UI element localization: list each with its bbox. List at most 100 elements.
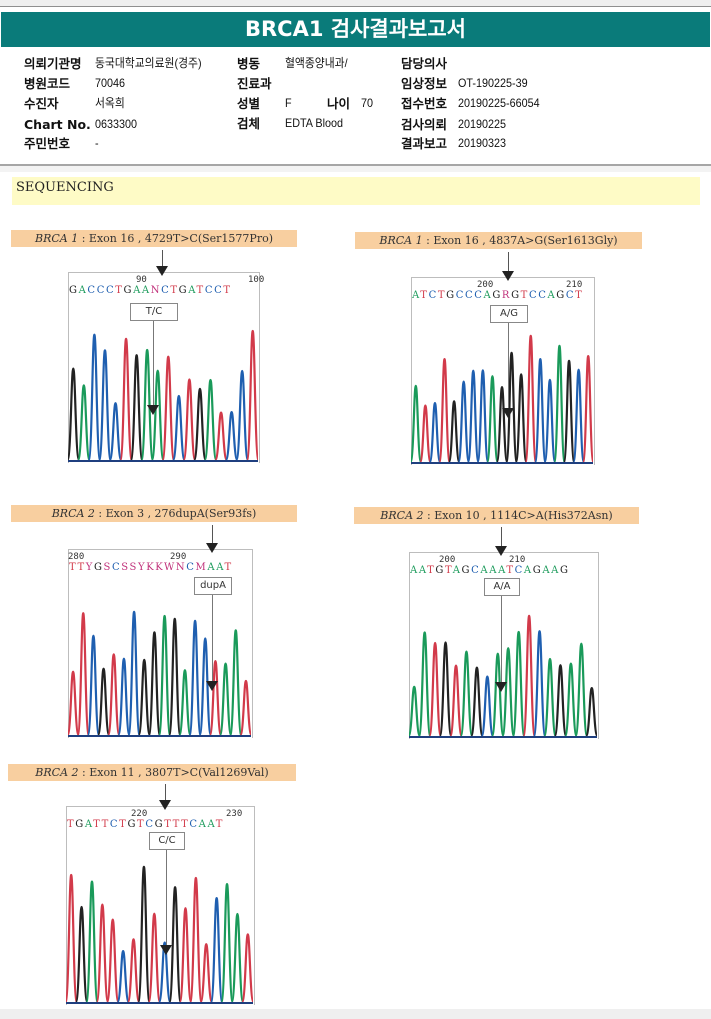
base-letter: A (480, 565, 490, 576)
base-letter: T (137, 819, 146, 830)
pointer-arrow-icon (495, 546, 507, 556)
trace-peak (126, 938, 141, 1004)
trace-peak (150, 369, 165, 462)
base-letter: G (75, 819, 85, 830)
trace-peak (449, 664, 463, 738)
base-letter: A (483, 290, 493, 301)
base-letter: C (471, 565, 481, 576)
trace-peak (532, 630, 547, 738)
trace-peak (66, 873, 78, 1004)
trace-peak (495, 385, 509, 464)
trace-peak (553, 664, 568, 738)
label-institution: 의뢰기관명 (24, 56, 82, 71)
base-letter: A (551, 565, 560, 576)
base-letter: S (103, 562, 112, 573)
base-letter: C (565, 290, 576, 301)
base-letter: C (145, 819, 155, 830)
base-letter: A (188, 285, 197, 296)
base-letter: T (506, 565, 515, 576)
trace-peak (480, 675, 495, 738)
position-number: 230 (226, 809, 243, 819)
genotype-call-box: dupA (194, 577, 232, 595)
base-letter: T (444, 565, 453, 576)
gene-name: BRCA 2 (380, 509, 424, 522)
variant-description: : Exon 11 , 3807T>C(Val1269Val) (78, 766, 269, 779)
trace-peak (87, 333, 102, 462)
position-number: 290 (170, 552, 187, 562)
trace-peak (198, 637, 212, 737)
base-letter: C (96, 285, 106, 296)
value-specimen: EDTA Blood (285, 116, 344, 130)
trace-peak (188, 619, 202, 737)
base-letter: T (223, 285, 232, 296)
base-letter: C (455, 290, 465, 301)
trace-peak (220, 882, 234, 1004)
base-letter: A (452, 565, 462, 576)
position-number: 200 (439, 555, 456, 565)
call-pointer-line (508, 323, 509, 408)
base-letter: C (428, 290, 438, 301)
pointer-line (501, 527, 502, 548)
base-letter: A (78, 285, 88, 296)
trace-peak (168, 617, 182, 737)
base-letter: A (216, 562, 225, 573)
trace-peak (214, 411, 228, 462)
base-letter: C (464, 290, 475, 301)
base-letter: G (127, 819, 138, 830)
trace-peak (199, 943, 214, 1004)
base-letter: A (547, 290, 557, 301)
base-letter: T (196, 285, 205, 296)
trace-peak (157, 614, 172, 737)
label-report-date: 결과보고 (401, 136, 448, 151)
base-calls: ATCTGCCCAGRGTCCAGCT (412, 290, 592, 301)
base-letter: M (195, 562, 208, 573)
base-letter: G (435, 565, 445, 576)
base-letter: A (412, 290, 421, 301)
trace-peak (178, 907, 193, 1004)
base-letter: A (498, 565, 507, 576)
base-letter: C (204, 285, 215, 296)
trace-peak (574, 642, 589, 738)
base-letter: N (150, 285, 162, 296)
base-calls: TGATTCTGTCGTTTCAAT (67, 819, 252, 830)
value-age: 70 (361, 96, 374, 110)
base-letter: G (532, 565, 543, 576)
base-letter: G (559, 565, 570, 576)
base-letter: C (112, 562, 122, 573)
base-letter: A (418, 565, 428, 576)
position-number: 90 (136, 275, 147, 285)
trace-peak (116, 950, 130, 1004)
trace-peak (129, 354, 144, 462)
trace-peak (178, 669, 192, 737)
value-institution: 동국대학교의료원(경주) (95, 56, 202, 70)
trace-peak (157, 941, 172, 1004)
base-letter: A (207, 562, 217, 573)
base-letter: T (437, 290, 447, 301)
value-patient-name: 서옥희 (95, 96, 125, 110)
trace-peak (584, 686, 597, 738)
pointer-line (508, 252, 509, 273)
pointer-line (162, 250, 163, 268)
base-letter: A (489, 565, 499, 576)
trace-peak (74, 905, 89, 1004)
trace-peak (428, 401, 442, 464)
value-chart-no: 0633300 (95, 117, 138, 131)
position-number: 100 (248, 275, 265, 285)
label-sex: 성별 (237, 96, 261, 111)
value-hospital-code: 70046 (95, 76, 126, 90)
base-letter: T (164, 819, 173, 830)
position-number: 220 (131, 809, 148, 819)
trace-peak (76, 384, 91, 462)
variant-label: BRCA 1 : Exon 16 , 4729T>C(Ser1577Pro) (11, 230, 297, 247)
trace-peak (108, 402, 123, 462)
chromatogram-trace (68, 329, 258, 462)
position-number: 210 (509, 555, 526, 565)
base-letter: T (520, 290, 529, 301)
trace-peak (572, 368, 585, 464)
value-request-date: 20190225 (458, 117, 507, 131)
base-letter: A (133, 285, 142, 296)
patient-info-middle: 병동 혈액종양내과/ 진료과 성별 F 나이 70 검체 EDTA Blood (237, 54, 387, 154)
trace-peak (459, 650, 474, 738)
trace-peak (147, 631, 162, 737)
trace-peak (76, 612, 90, 737)
